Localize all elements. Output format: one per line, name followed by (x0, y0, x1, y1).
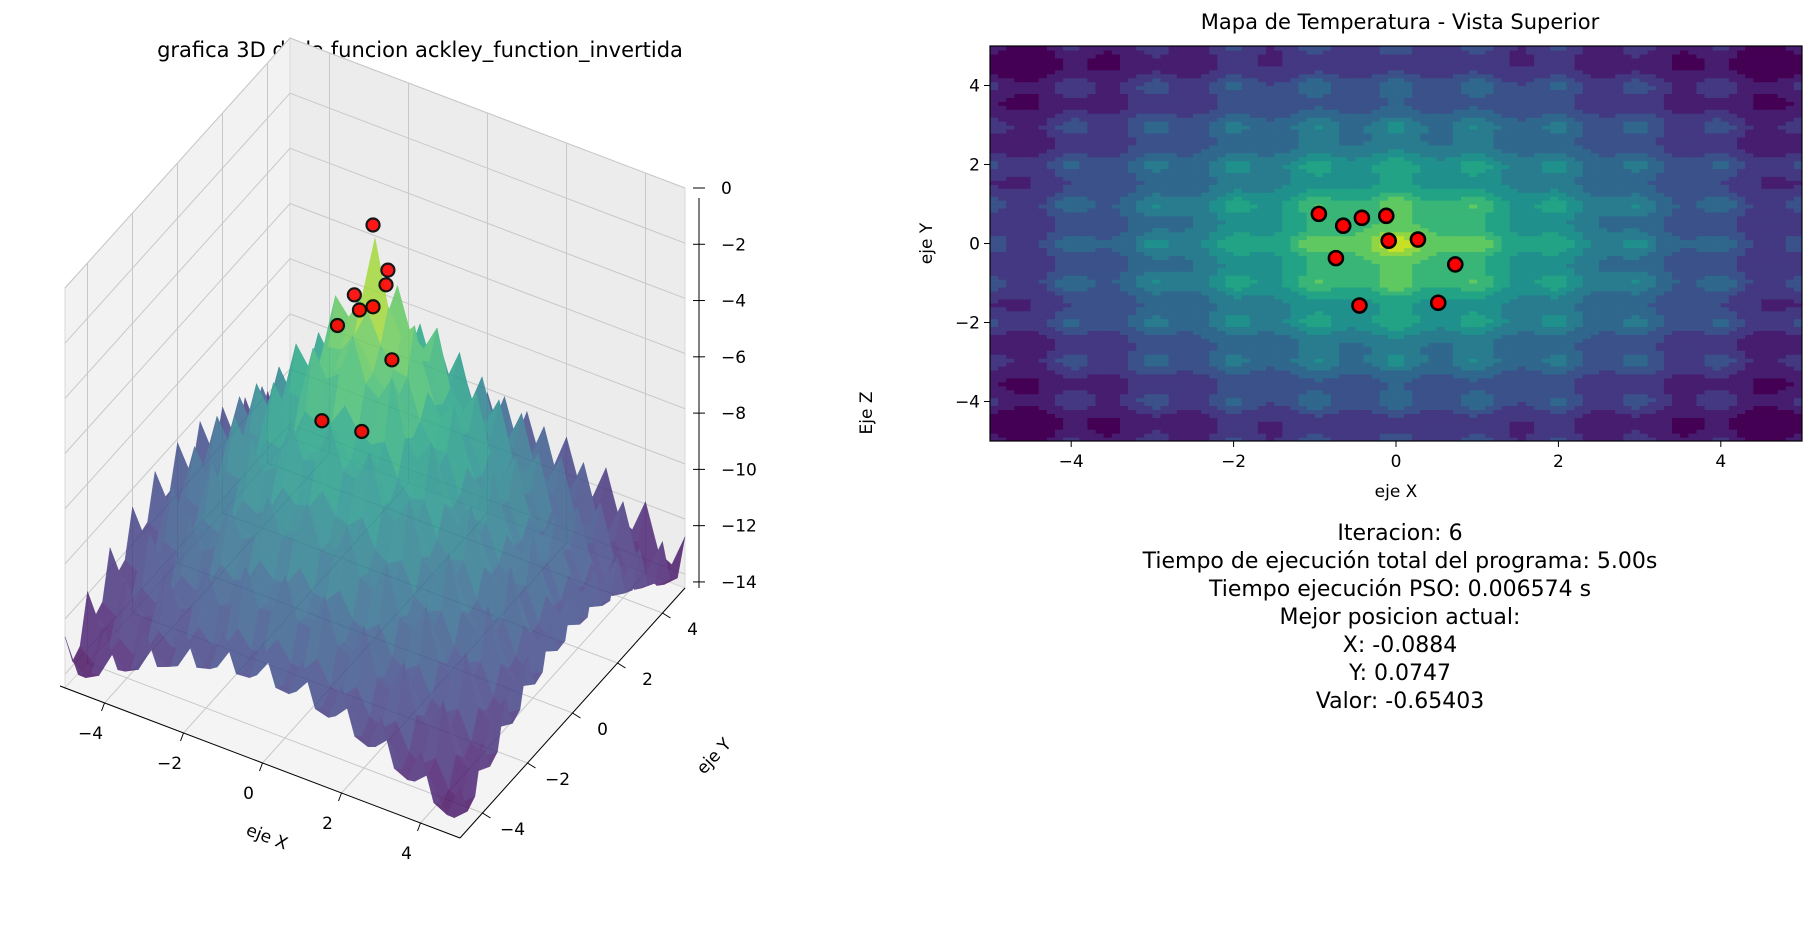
x-axis-line (59, 685, 461, 839)
grid-line (64, 258, 686, 510)
x-tick-label: 4 (401, 844, 412, 864)
particle-point-3d (351, 302, 368, 318)
heatmap-2d-chart: −4 −2 0 2 4 −4 −2 0 2 4 eje X eje Y (917, 45, 1803, 502)
particle-point (1327, 249, 1345, 267)
y-tick (572, 712, 581, 719)
grid-line (64, 37, 686, 289)
z-tick-label: −14 (721, 573, 757, 593)
particle-point (1353, 209, 1371, 227)
particle-point-3d (314, 413, 330, 429)
particle-point-3d (329, 317, 346, 334)
grid-line (64, 313, 686, 565)
y-tick (617, 662, 626, 669)
particle-point (1429, 294, 1447, 312)
particle-point (1380, 232, 1397, 250)
y-tick-label: −4 (955, 393, 980, 413)
surface-3d-chart: −4 −2 0 2 4 eje X −4 −2 0 2 4 eje Y 0 −2 −4 −6 −8 −10 −12 −… (59, 36, 877, 864)
y-tick (662, 612, 671, 619)
x-tick (417, 822, 421, 832)
x-tick-label: −2 (157, 754, 182, 774)
x-axis-label: eje X (1375, 482, 1418, 502)
pso-time-label: Tiempo ejecución PSO: 0.006574 s (1208, 577, 1592, 602)
z-tick-label: −10 (721, 460, 757, 480)
y-axis-label: eje Y (917, 222, 937, 264)
y-tick-label: 2 (642, 670, 653, 690)
grid-line (64, 92, 686, 344)
z-tick-label: −8 (721, 404, 746, 424)
best-y-label: Y: 0.0747 (1349, 661, 1451, 686)
surface-mesh (64, 237, 686, 819)
x-tick-label: 2 (1553, 452, 1564, 472)
x-tick (101, 702, 105, 712)
particle-point (1334, 217, 1352, 235)
x-tick-label: 2 (322, 814, 333, 834)
surface-chart-title: grafica 3D de la funcion ackley_function… (157, 38, 683, 62)
grid-line (64, 147, 686, 399)
y-tick (527, 762, 536, 769)
x-tick-label: −4 (78, 724, 103, 744)
particle-point-3d (384, 352, 400, 368)
y-tick-label: 0 (969, 235, 980, 255)
y-tick-label: −2 (545, 770, 570, 790)
y-tick-label: −2 (955, 314, 980, 334)
z-tick-label: −6 (721, 348, 746, 368)
x-tick (259, 762, 263, 772)
x-tick-label: 4 (1715, 452, 1726, 472)
particle-point-3d (378, 277, 394, 293)
particle-point-3d (365, 299, 381, 315)
y-tick-label: 4 (687, 620, 698, 640)
total-time-label: Tiempo de ejecución total del programa: … (1142, 549, 1658, 574)
iteration-label: Iteracion: 6 (1337, 521, 1463, 546)
particle-point-3d (365, 217, 381, 233)
x-tick-label: 0 (243, 784, 254, 804)
y-tick-label: 2 (969, 156, 980, 176)
best-value-label: Valor: -0.65403 (1315, 689, 1485, 714)
best-x-label: X: -0.0884 (1342, 633, 1458, 658)
x-axis-label: eje X (243, 820, 290, 854)
z-axis-label: Eje Z (857, 392, 877, 435)
z-tick-label: −2 (721, 235, 746, 255)
y-tick-label: −4 (500, 820, 525, 840)
y-tick-label: 0 (597, 720, 608, 740)
y-tick-label: 4 (969, 77, 980, 97)
grid-line (64, 202, 686, 454)
z-tick-label: −12 (721, 517, 757, 537)
heatmap-field (990, 46, 1802, 441)
z-tick-label: −4 (721, 292, 746, 312)
heatmap-chart-title: Mapa de Temperatura - Vista Superior (1200, 10, 1600, 34)
x-tick (180, 732, 184, 742)
x-tick-label: −4 (1059, 452, 1084, 472)
z-tick-label: 0 (721, 179, 732, 199)
particle-point (1409, 231, 1427, 248)
x-tick (338, 792, 342, 802)
particle-point-3d (346, 287, 362, 303)
x-tick-label: 0 (1391, 452, 1402, 472)
best-position-header: Mejor posicion actual: (1279, 605, 1521, 630)
y-axis-label: eje Y (693, 734, 736, 778)
particle-point (1446, 256, 1464, 273)
x-tick-label: −2 (1221, 452, 1246, 472)
particle-point-3d (354, 423, 370, 440)
info-panel: Iteracion: 6 Tiempo de ejecución total d… (1000, 520, 1800, 716)
particle-point (1377, 207, 1395, 225)
particle-point (1310, 205, 1328, 223)
particle-point (1351, 297, 1368, 314)
y-tick (482, 812, 491, 819)
particle-point-3d (380, 262, 396, 278)
